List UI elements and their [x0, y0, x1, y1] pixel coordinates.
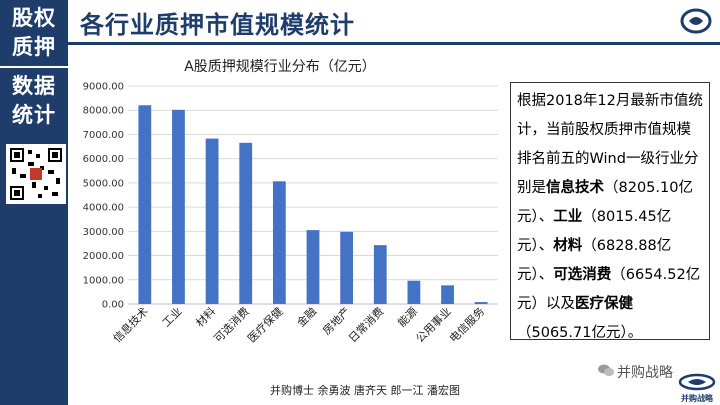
sidebar-divider — [0, 66, 68, 68]
industry-value: （6654.52亿元）以及 — [517, 267, 701, 312]
industry-name: 工业 — [553, 209, 583, 225]
summary-textbox: 根据2018年12月最新市值统计，当前股权质押市值规模排名前五的Wind一级行业… — [510, 82, 710, 341]
wechat-icon — [598, 364, 614, 381]
y-tick-label: 7000.00 — [83, 130, 124, 141]
bar — [205, 138, 219, 304]
wechat-badge: 并购战略 — [598, 362, 673, 382]
y-tick-label: 1000.00 — [83, 275, 124, 286]
corner-logo-label: 并购战略 — [681, 394, 713, 403]
bar — [272, 181, 286, 304]
x-tick-label: 日常消费 — [345, 304, 386, 345]
brand-logo-icon — [680, 8, 712, 34]
x-tick-label: 能源 — [395, 304, 420, 329]
bar — [239, 142, 253, 304]
bar-chart: 0.00 1000.00 2000.00 3000.00 4000.00 5000.00 6… — [83, 82, 498, 345]
sidebar-title-top: 股权 质押 — [0, 4, 68, 62]
industry-name: 信息技术 — [546, 180, 604, 196]
bar — [474, 302, 488, 304]
wechat-label: 并购战略 — [617, 365, 673, 381]
sidebar-line: 股权 — [12, 6, 56, 30]
bar — [340, 231, 354, 304]
y-tick-label: 4000.00 — [83, 203, 124, 214]
industry-name: 材料 — [553, 238, 583, 254]
x-tick-label: 金融 — [294, 304, 319, 329]
summary-intro: 根据2018年12月最新市值统计，当前股权质押市值规模排名前五的Wind一级行业… — [517, 93, 703, 196]
x-tick-label: 房地产 — [320, 304, 353, 337]
industry-value: （8015.45亿元）、 — [517, 209, 672, 254]
bar — [373, 245, 387, 304]
sidebar-title-bottom: 数据 统计 — [0, 72, 68, 130]
sidebar: 股权 质押 数据 统计 — [0, 0, 68, 405]
sidebar-line: 质押 — [12, 35, 56, 59]
y-tick-label: 6000.00 — [83, 154, 124, 165]
chart-title: A股质押规模行业分布（亿元） — [184, 59, 376, 75]
industry-value: （6828.88亿元）、 — [517, 238, 672, 283]
x-tick-label: 电信服务 — [447, 305, 487, 345]
bar — [172, 109, 185, 304]
x-tick-label: 材料 — [193, 304, 218, 329]
corner-logo-icon — [678, 373, 716, 391]
x-tick-label: 可选消费 — [211, 304, 252, 345]
x-tick-label: 公用事业 — [413, 305, 453, 345]
industry-value: （5065.71亿元）。 — [517, 325, 643, 341]
y-tick-label: 8000.00 — [83, 106, 124, 117]
bar — [306, 230, 320, 304]
x-tick-label: 工业 — [160, 305, 185, 330]
sidebar-line: 统计 — [12, 103, 56, 127]
y-tick-label: 2000.00 — [83, 251, 124, 262]
industry-value: （8205.10亿元）、 — [517, 180, 693, 225]
y-tick-label: 5000.00 — [83, 178, 124, 189]
page-title: 各行业质押市值规模统计 — [80, 11, 355, 39]
y-tick-label: 3000.00 — [83, 227, 124, 238]
footer-authors: 并购博士 余勇波 唐齐天 郎一江 潘宏图 — [270, 384, 460, 397]
y-tick-label: 0.00 — [102, 300, 124, 311]
bar — [441, 285, 454, 304]
sidebar-line: 数据 — [12, 74, 56, 98]
y-tick-label: 9000.00 — [83, 82, 124, 93]
industry-name: 医疗保健 — [575, 296, 633, 312]
x-tick-label: 医疗保健 — [244, 304, 285, 345]
bar — [138, 105, 152, 304]
bar — [407, 280, 421, 304]
title-bar: 各行业质押市值规模统计 — [68, 0, 720, 45]
qr-code-icon — [6, 144, 66, 204]
corner-logo: 并购战略 — [678, 373, 716, 403]
industry-name: 可选消费 — [553, 267, 612, 283]
